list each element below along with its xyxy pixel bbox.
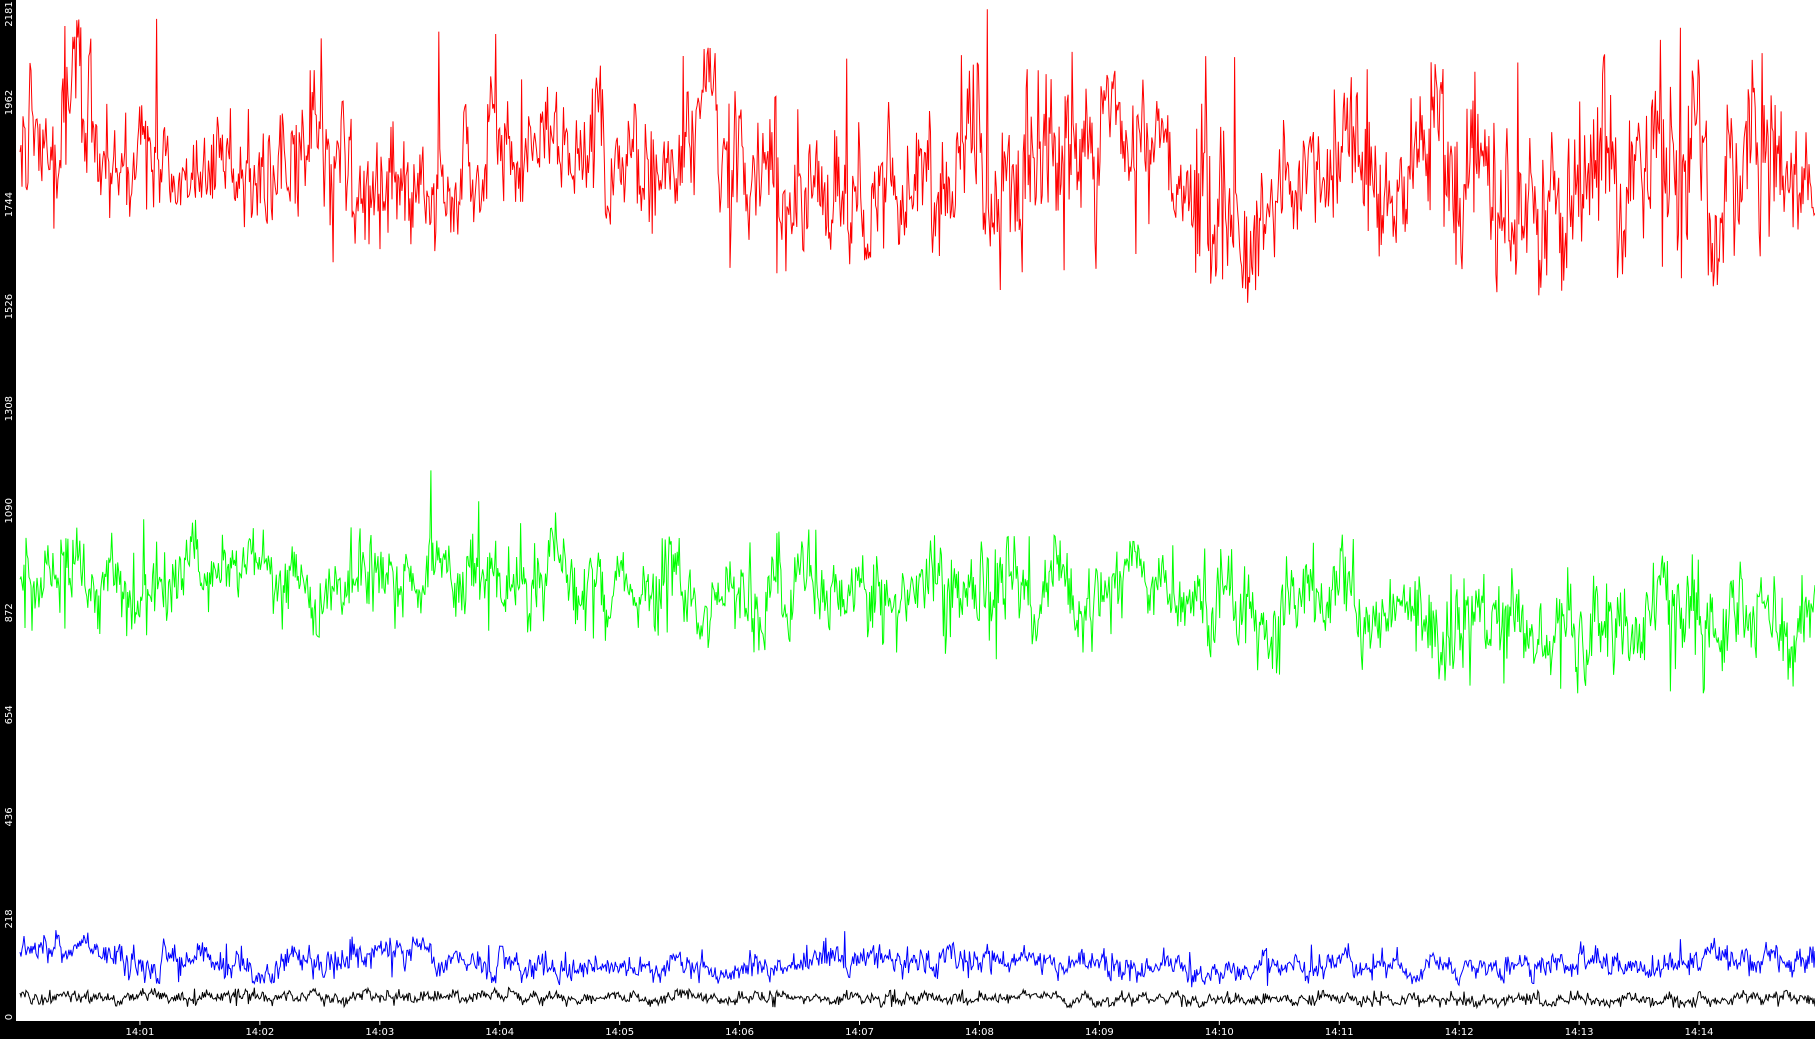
y-tick-label: 1744 [4, 192, 15, 217]
x-tick-label: 14:09 [1085, 1027, 1114, 1038]
y-tick-label: 1962 [4, 90, 15, 115]
x-axis-background [0, 1021, 1815, 1039]
y-tick-label: 0 [4, 1014, 15, 1020]
y-tick-label: 1090 [4, 498, 15, 523]
series-line [19, 986, 1815, 1010]
series-line [19, 930, 1815, 988]
y-tick-label: 872 [4, 603, 15, 622]
y-tick-label: 2181 [4, 1, 15, 26]
x-tick-label: 14:10 [1205, 1027, 1234, 1038]
x-tick-label: 14:12 [1445, 1027, 1474, 1038]
y-tick-label: 1308 [4, 396, 15, 421]
x-tick-label: 14:02 [245, 1027, 274, 1038]
y-tick-label: 218 [4, 909, 15, 928]
x-tick-label: 14:06 [725, 1027, 754, 1038]
x-tick-label: 14:08 [965, 1027, 994, 1038]
y-tick-label: 1526 [4, 294, 15, 319]
x-tick-label: 14:11 [1325, 1027, 1354, 1038]
x-tick-label: 14:03 [365, 1027, 394, 1038]
series-line [19, 9, 1815, 303]
x-axis: 14:01 14:02 14:03 14:04 14:05 14:06 14:07 14:08… [0, 1021, 1815, 1039]
y-tick-label: 436 [4, 807, 15, 826]
x-tick-label: 14:07 [845, 1027, 874, 1038]
x-tick-label: 14:14 [1685, 1027, 1714, 1038]
y-axis-background [0, 0, 16, 1039]
series-line [19, 470, 1815, 694]
x-tick-label: 14:04 [485, 1027, 514, 1038]
x-tick-label: 14:01 [126, 1027, 155, 1038]
x-tick-label: 14:13 [1565, 1027, 1594, 1038]
y-axis: 0 218 436 654 872 1090 1308 1526 1744 1962 2181 [0, 0, 16, 1039]
y-tick-label: 654 [4, 705, 15, 724]
x-tick-label: 14:05 [605, 1027, 634, 1038]
series-layer [19, 9, 1815, 1010]
